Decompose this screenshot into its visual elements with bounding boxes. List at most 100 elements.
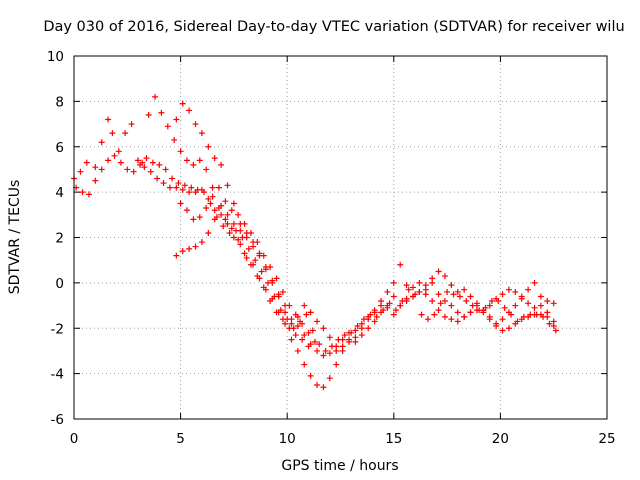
data-point <box>499 327 506 334</box>
data-point <box>115 148 122 155</box>
y-tick-label: 8 <box>55 94 64 110</box>
data-point <box>469 302 476 309</box>
data-point <box>550 318 557 325</box>
data-point <box>409 293 416 300</box>
data-point <box>352 334 359 341</box>
data-point <box>175 180 182 187</box>
data-point <box>311 338 318 345</box>
data-point <box>314 318 321 325</box>
data-point <box>454 318 461 325</box>
data-point <box>275 291 282 298</box>
data-point <box>463 298 470 305</box>
data-point <box>339 336 346 343</box>
data-point <box>228 207 235 214</box>
data-point <box>292 311 299 318</box>
x-tick-label: 15 <box>385 431 402 447</box>
data-point <box>230 220 237 227</box>
data-point <box>273 275 280 282</box>
data-point <box>209 184 216 191</box>
data-point <box>499 291 506 298</box>
data-point <box>211 216 218 223</box>
data-point <box>365 316 372 323</box>
data-point <box>508 311 515 318</box>
data-point <box>173 252 180 259</box>
data-point <box>198 130 205 137</box>
chart-title: Day 030 of 2016, Sidereal Day-to-day VTE… <box>43 19 624 35</box>
y-tick-label: -2 <box>51 321 64 337</box>
x-tick-label: 5 <box>176 431 185 447</box>
data-point <box>109 130 116 137</box>
data-point <box>525 286 532 293</box>
data-point <box>241 220 248 227</box>
data-point <box>441 298 448 305</box>
data-point <box>392 307 399 314</box>
data-point <box>282 320 289 327</box>
data-point <box>230 200 237 207</box>
data-point <box>493 295 500 302</box>
data-point <box>294 322 301 329</box>
data-point <box>380 307 387 314</box>
data-point <box>326 375 333 382</box>
data-point <box>397 302 404 309</box>
data-point <box>422 291 429 298</box>
data-point <box>220 223 227 230</box>
data-point <box>371 318 378 325</box>
data-point <box>320 325 327 332</box>
y-tick-label: 0 <box>55 276 64 292</box>
data-point <box>203 205 210 212</box>
data-point <box>162 166 169 173</box>
data-point <box>277 307 284 314</box>
data-point <box>473 307 480 314</box>
data-point <box>260 252 267 259</box>
data-point <box>390 279 397 286</box>
data-point <box>307 309 314 316</box>
data-point <box>98 166 105 173</box>
data-point <box>252 257 259 264</box>
data-point <box>166 184 173 191</box>
data-point <box>424 316 431 323</box>
data-point <box>282 309 289 316</box>
data-point <box>518 316 525 323</box>
data-point <box>537 302 544 309</box>
data-point <box>518 293 525 300</box>
data-point <box>552 327 559 334</box>
data-point <box>156 161 163 168</box>
data-point <box>139 159 146 166</box>
data-point <box>105 157 112 164</box>
data-point <box>130 168 137 175</box>
data-point <box>448 302 455 309</box>
data-point <box>467 293 474 300</box>
y-axis-ticks: -6 -4 -2 0 2 4 6 8 10 <box>47 49 607 428</box>
data-point <box>198 239 205 246</box>
data-point <box>437 300 444 307</box>
data-point <box>531 279 538 286</box>
data-point <box>286 302 293 309</box>
data-point <box>378 302 385 309</box>
data-point <box>143 155 150 162</box>
data-point <box>186 107 193 114</box>
data-point <box>429 298 436 305</box>
data-point <box>267 298 274 305</box>
data-point <box>83 159 90 166</box>
data-point <box>486 316 493 323</box>
data-point <box>512 320 519 327</box>
data-point <box>305 343 312 350</box>
data-point <box>201 189 208 196</box>
data-point <box>435 268 442 275</box>
data-point <box>384 288 391 295</box>
data-point <box>444 288 451 295</box>
data-point <box>267 263 274 270</box>
data-point <box>429 275 436 282</box>
data-point <box>279 316 286 323</box>
data-point <box>235 236 242 243</box>
data-point <box>243 234 250 241</box>
data-point <box>250 243 257 250</box>
gridlines <box>74 56 607 419</box>
series-arc-4 <box>173 202 557 359</box>
data-point <box>218 161 225 168</box>
data-point <box>141 164 148 171</box>
data-point <box>448 316 455 323</box>
data-point <box>230 234 237 241</box>
data-point <box>537 311 544 318</box>
